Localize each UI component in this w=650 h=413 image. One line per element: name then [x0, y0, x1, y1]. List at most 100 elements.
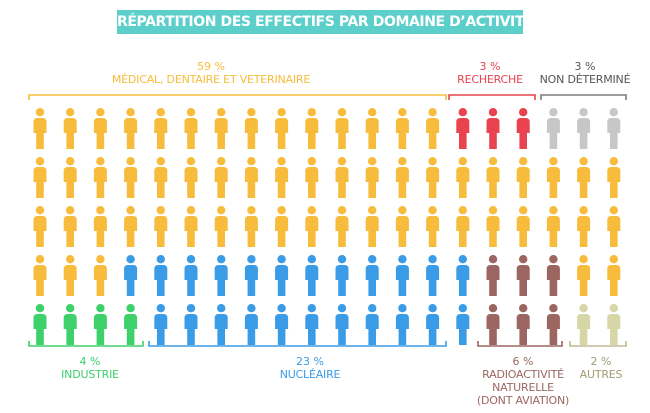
- figure-non_determine-r1c19: [577, 108, 591, 149]
- bracket-radio: [477, 341, 563, 347]
- figure-autres-r5c19: [577, 304, 591, 345]
- figure-radio-r4c18: [546, 255, 560, 296]
- figure-nucleaire-r4c15: [456, 255, 470, 296]
- figure-medical-r3c6: [184, 206, 198, 247]
- figure-recherche-r1c15: [456, 108, 470, 149]
- figure-medical-r4c3: [93, 255, 107, 296]
- label-industrie-name: INDUSTRIE: [61, 368, 119, 381]
- figure-medical-r1c9: [275, 108, 289, 149]
- label-non-determine: 3 % NON DÉTERMINÉ: [535, 60, 635, 86]
- figure-medical-r2c10: [305, 157, 319, 198]
- figure-medical-r2c13: [395, 157, 409, 198]
- figure-medical-r3c13: [395, 206, 409, 247]
- figure-medical-r3c5: [154, 206, 168, 247]
- figure-nucleaire-r5c13: [395, 304, 409, 345]
- bracket-group: [28, 94, 627, 347]
- figure-medical-r1c7: [214, 108, 228, 149]
- figure-medical-r1c11: [335, 108, 349, 149]
- label-radio-name-line1: RADIOACTIVITÉ: [482, 368, 564, 381]
- figure-nucleaire-r4c6: [184, 255, 198, 296]
- figure-industrie-r5c3: [93, 304, 107, 345]
- figure-medical-r4c1: [33, 255, 47, 296]
- label-radio-pct: 6 %: [512, 355, 534, 368]
- figure-radio-r4c17: [516, 255, 530, 296]
- bracket-medical: [28, 94, 447, 100]
- label-recherche-pct: 3 %: [479, 60, 501, 73]
- figure-medical-r4c19: [577, 255, 591, 296]
- figure-medical-r2c4: [124, 157, 138, 198]
- figure-medical-r2c2: [63, 157, 77, 198]
- figure-nucleaire-r4c4: [124, 255, 138, 296]
- figure-medical-r3c9: [275, 206, 289, 247]
- figure-medical-r2c3: [93, 157, 107, 198]
- figure-medical-r3c15: [456, 206, 470, 247]
- label-non-determine-name: NON DÉTERMINÉ: [539, 73, 631, 86]
- bracket-autres: [569, 341, 627, 347]
- figure-medical-r3c4: [124, 206, 138, 247]
- figure-medical-r2c15: [456, 157, 470, 198]
- figure-medical-r1c8: [244, 108, 258, 149]
- figure-nucleaire-r4c9: [275, 255, 289, 296]
- figure-nucleaire-r4c13: [395, 255, 409, 296]
- figure-medical-r1c10: [305, 108, 319, 149]
- figure-nucleaire-r4c12: [365, 255, 379, 296]
- figure-medical-r1c12: [365, 108, 379, 149]
- label-autres-name: AUTRES: [579, 368, 623, 381]
- figure-medical-r3c1: [33, 206, 47, 247]
- label-nucleaire-name: NUCLÉAIRE: [279, 368, 341, 381]
- figure-medical-r2c9: [275, 157, 289, 198]
- figure-medical-r4c20: [607, 255, 621, 296]
- figure-medical-r2c16: [486, 157, 500, 198]
- figure-recherche-r1c16: [486, 108, 500, 149]
- figure-non_determine-r1c18: [546, 108, 560, 149]
- figure-medical-r1c14: [426, 108, 440, 149]
- figure-medical-r3c17: [516, 206, 530, 247]
- figure-medical-r2c7: [214, 157, 228, 198]
- bracket-recherche: [448, 94, 536, 100]
- figure-nucleaire-r5c12: [365, 304, 379, 345]
- figure-non_determine-r1c20: [607, 108, 621, 149]
- label-radio-name-line2: NATURELLE: [492, 381, 554, 394]
- label-nucleaire-pct: 23 %: [296, 355, 324, 368]
- figure-radio-r5c18: [546, 304, 560, 345]
- figure-medical-r1c13: [395, 108, 409, 149]
- figure-nucleaire-r5c6: [184, 304, 198, 345]
- figure-nucleaire-r4c11: [335, 255, 349, 296]
- figure-medical-r2c5: [154, 157, 168, 198]
- figure-medical-r3c10: [305, 206, 319, 247]
- figure-medical-r3c18: [546, 206, 560, 247]
- figure-medical-r1c3: [93, 108, 107, 149]
- figure-industrie-r5c2: [63, 304, 77, 345]
- figure-medical-r3c2: [63, 206, 77, 247]
- figure-nucleaire-r5c8: [244, 304, 258, 345]
- label-radio-name-line3: (DONT AVIATION): [476, 394, 570, 407]
- figure-recherche-r1c17: [516, 108, 530, 149]
- figure-medical-r3c20: [607, 206, 621, 247]
- figure-nucleaire-r4c10: [305, 255, 319, 296]
- label-industrie: 4 % INDUSTRIE: [40, 355, 140, 381]
- label-non-determine-pct: 3 %: [574, 60, 596, 73]
- figure-grid: [33, 108, 621, 345]
- figure-medical-r1c2: [63, 108, 77, 149]
- figure-medical-r2c14: [426, 157, 440, 198]
- bracket-industrie: [28, 341, 144, 347]
- figure-nucleaire-r4c7: [214, 255, 228, 296]
- label-recherche: 3 % RECHERCHE: [442, 60, 538, 86]
- label-nucleaire: 23 % NUCLÉAIRE: [240, 355, 380, 381]
- chart-title: RÉPARTITION DES EFFECTIFS PAR DOMAINE D’…: [117, 10, 523, 34]
- label-recherche-name: RECHERCHE: [457, 73, 523, 86]
- figure-radio-r5c17: [516, 304, 530, 345]
- figure-medical-r2c6: [184, 157, 198, 198]
- figure-medical-r3c16: [486, 206, 500, 247]
- figure-industrie-r5c4: [124, 304, 138, 345]
- figure-medical-r4c2: [63, 255, 77, 296]
- label-autres: 2 % AUTRES: [568, 355, 634, 381]
- figure-autres-r5c20: [607, 304, 621, 345]
- figure-medical-r2c19: [577, 157, 591, 198]
- figure-medical-r2c20: [607, 157, 621, 198]
- figure-medical-r3c3: [93, 206, 107, 247]
- label-medical-name: MÉDICAL, DENTAIRE ET VETERINAIRE: [111, 73, 311, 86]
- label-radio: 6 % RADIOACTIVITÉ NATURELLE (DONT AVIATI…: [466, 355, 580, 407]
- figure-medical-r2c11: [335, 157, 349, 198]
